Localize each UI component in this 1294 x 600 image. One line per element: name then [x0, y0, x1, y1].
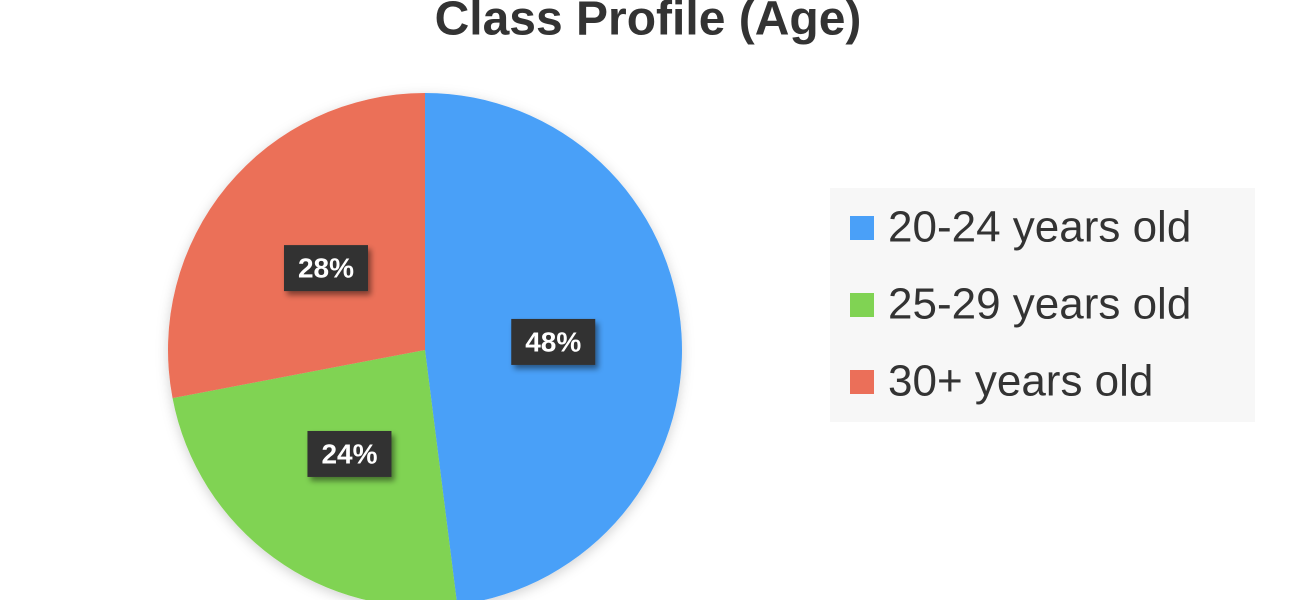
- legend-swatch: [850, 293, 874, 317]
- legend-swatch: [850, 216, 874, 240]
- data-label-box: [307, 430, 392, 477]
- legend-box: [830, 188, 1255, 422]
- data-label-box: [511, 318, 596, 365]
- data-label: 24%: [321, 438, 377, 469]
- legend-label: 30+ years old: [888, 357, 1153, 406]
- legend-label: 20-24 years old: [888, 203, 1191, 252]
- data-label: 48%: [525, 326, 581, 357]
- data-label: 28%: [298, 252, 354, 283]
- data-label-box: [283, 245, 368, 292]
- legend-label: 25-29 years old: [888, 280, 1191, 329]
- legend-swatch: [850, 370, 874, 394]
- pie: [167, 93, 682, 600]
- chart-title: Class Profile (Age): [435, 0, 862, 46]
